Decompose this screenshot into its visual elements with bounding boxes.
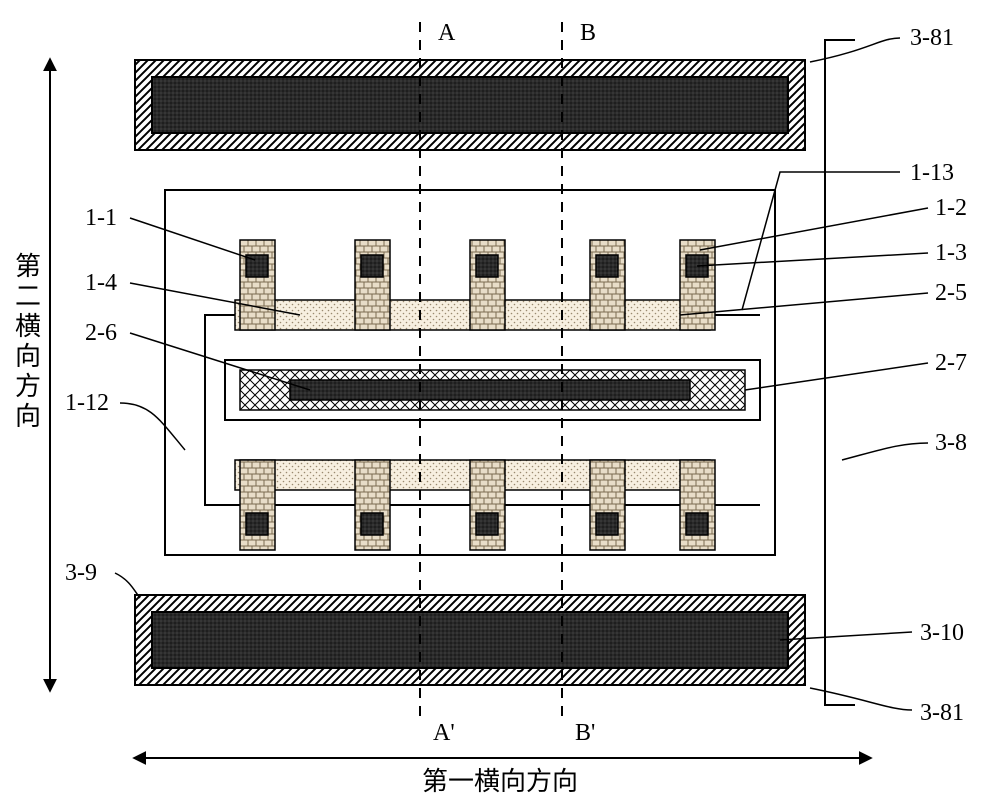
bottom-outer-bar xyxy=(135,595,805,685)
axis-v-char: 第 xyxy=(15,252,41,281)
top-outer-bar xyxy=(135,60,805,150)
axis-v-char: 横 xyxy=(15,312,41,341)
label-1-2: 1-2 xyxy=(935,195,967,221)
label-2-6: 2-6 xyxy=(85,320,117,346)
label-2-7: 2-7 xyxy=(935,350,967,376)
axis-v-char: 二 xyxy=(15,282,41,311)
axis-v-char: 向 xyxy=(15,342,41,371)
label-1-4: 1-4 xyxy=(85,270,117,296)
label-1-3: 1-3 xyxy=(935,240,967,266)
center-bar xyxy=(225,360,760,420)
label-1-13: 1-13 xyxy=(910,160,954,186)
axis-label-v: 第 二 横 向 方 向 xyxy=(15,252,41,431)
axis-v-char: 方 xyxy=(15,372,41,401)
axis-v-char: 向 xyxy=(15,402,41,431)
label-Ap: A' xyxy=(433,720,455,746)
label-3-8: 3-8 xyxy=(935,430,967,456)
diagram-root: 3-81 1-13 1-2 1-3 2-5 2-7 3-8 3-10 3-81 … xyxy=(0,0,1000,799)
label-Bp: B' xyxy=(575,720,595,746)
label-1-1: 1-1 xyxy=(85,205,117,231)
label-2-5: 2-5 xyxy=(935,280,967,306)
label-3-9: 3-9 xyxy=(65,560,97,586)
label-3-10: 3-10 xyxy=(920,620,964,646)
label-A: A xyxy=(438,20,456,46)
label-B: B xyxy=(580,20,596,46)
frame-3-8 xyxy=(825,40,855,705)
label-1-12: 1-12 xyxy=(65,390,109,416)
label-3-81-top: 3-81 xyxy=(910,25,954,51)
label-3-81-bot: 3-81 xyxy=(920,700,964,726)
axis-label-h: 第一横向方向 xyxy=(422,767,578,796)
